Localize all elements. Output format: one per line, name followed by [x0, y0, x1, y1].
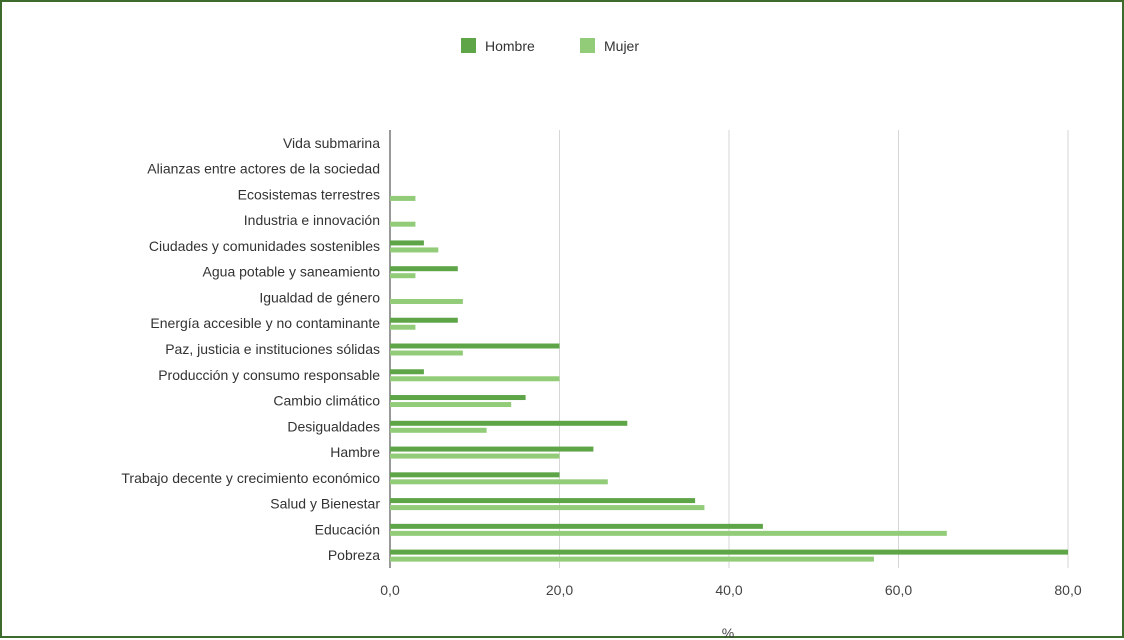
x-tick-label: 40,0 [715, 582, 742, 598]
category-label: Igualdad de género [259, 289, 380, 305]
bar-mujer [390, 556, 874, 562]
legend: Hombre Mujer [461, 38, 639, 54]
bar-mujer [390, 298, 463, 304]
bar-hombre [390, 472, 560, 478]
bar-mujer [390, 273, 416, 279]
category-label: Educación [315, 521, 380, 537]
bar-hombre [390, 343, 560, 349]
x-tick-label: 60,0 [885, 582, 912, 598]
bar-hombre [390, 266, 458, 272]
category-label: Trabajo decente y crecimiento económico [121, 470, 380, 486]
bar-hombre [390, 420, 628, 426]
category-label: Vida submarina [283, 135, 380, 151]
x-axis-label: % [722, 625, 734, 640]
bar-hombre [390, 395, 526, 401]
x-tick-labels: 0,0 20,0 40,0 60,0 80,0 [380, 582, 1082, 598]
bars [390, 195, 1068, 562]
category-label: Ecosistemas terrestres [238, 186, 380, 202]
bar-mujer [390, 350, 463, 356]
legend-swatch [461, 38, 476, 53]
bar-mujer [390, 324, 416, 330]
bar-hombre [390, 523, 763, 529]
gridlines [389, 130, 1069, 568]
legend-label: Hombre [485, 38, 535, 54]
category-label: Paz, justicia e instituciones sólidas [165, 341, 380, 357]
category-label: Hambre [330, 444, 380, 460]
category-label: Pobreza [328, 547, 380, 563]
category-label: Desigualdades [287, 418, 380, 434]
x-tick-label: 20,0 [546, 582, 573, 598]
bar-hombre [390, 369, 424, 375]
category-label: Cambio climático [273, 393, 380, 409]
legend-label: Mujer [604, 38, 639, 54]
bar-mujer [390, 427, 487, 433]
category-label: Industria e innovación [244, 212, 380, 228]
bar-hombre [390, 317, 458, 323]
category-label: Energía accesible y no contaminante [150, 315, 380, 331]
category-labels: Vida submarina Alianzas entre actores de … [121, 135, 380, 563]
category-label: Producción y consumo responsable [158, 367, 380, 383]
bar-mujer [390, 402, 512, 408]
bar-hombre [390, 240, 424, 246]
category-label: Agua potable y saneamiento [203, 264, 381, 280]
bar-mujer [390, 530, 947, 536]
x-tick-label: 80,0 [1054, 582, 1081, 598]
bar-mujer [390, 505, 705, 511]
bar-mujer [390, 247, 439, 253]
bar-hombre [390, 446, 594, 452]
bar-mujer [390, 376, 560, 382]
bar-mujer [390, 195, 416, 201]
bar-hombre [390, 498, 696, 504]
category-label: Alianzas entre actores de la sociedad [147, 161, 380, 177]
bar-mujer [390, 221, 416, 227]
legend-swatch [580, 38, 595, 53]
bar-mujer [390, 453, 560, 459]
bar-mujer [390, 479, 608, 485]
x-tick-label: 0,0 [380, 582, 400, 598]
bar-hombre [390, 549, 1068, 555]
category-label: Ciudades y comunidades sostenibles [149, 238, 380, 254]
category-label: Salud y Bienestar [270, 496, 380, 512]
